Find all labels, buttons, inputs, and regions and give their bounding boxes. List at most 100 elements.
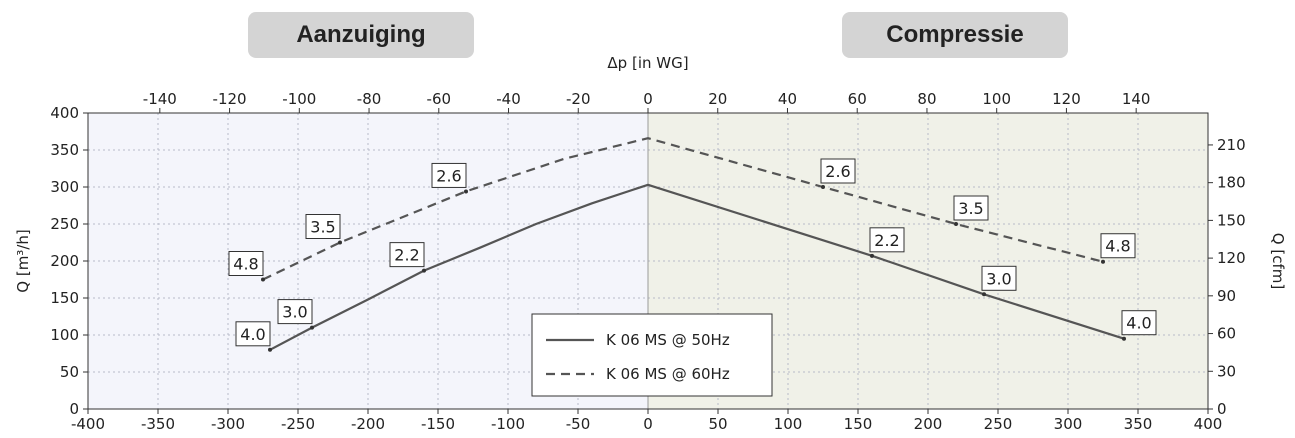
right-tick-label: 90 — [1217, 287, 1236, 305]
y2-axis-title: Q [cfm] — [1269, 233, 1287, 289]
data-point — [310, 325, 314, 330]
top-tick-label: 120 — [1052, 90, 1081, 108]
point-label-box — [235, 321, 271, 347]
x-tick-label: -300 — [211, 415, 245, 433]
point-label: 4.0 — [1126, 314, 1151, 333]
top-tick-label: -140 — [143, 90, 177, 108]
point-label-box — [305, 214, 341, 239]
point-label: 3.0 — [282, 303, 307, 322]
y-axis-title: Q [m³/h] — [14, 229, 32, 292]
x-tick-label: -150 — [421, 415, 455, 433]
y-tick-label: 400 — [50, 104, 79, 122]
point-label-box — [431, 162, 467, 188]
data-point — [954, 222, 958, 226]
top-tick-label: -120 — [213, 90, 247, 108]
point-label-box — [277, 299, 313, 325]
y-tick-label: 100 — [50, 326, 79, 344]
right-tick-label: 30 — [1217, 362, 1236, 380]
x-tick-label: 0 — [643, 415, 653, 433]
x-tick-label: 100 — [774, 415, 803, 433]
point-label: 2.6 — [825, 162, 850, 181]
data-point — [1101, 259, 1105, 264]
top-tick-label: 100 — [982, 90, 1011, 108]
top-axis-title: Δp [in WG] — [607, 54, 688, 72]
aanzuiging-header: Aanzuiging — [248, 12, 474, 58]
data-point — [338, 240, 342, 245]
point-label-box — [389, 242, 425, 268]
point-labels: 4.0 3.0 2.2 2.2 3.0 4.0 4.8 3.5 2.6 2.6 3.5 4.8 — [228, 158, 1157, 352]
y-tick-label: 250 — [50, 215, 79, 233]
point-label-box — [953, 195, 989, 221]
legend: K 06 MS @ 50Hz K 06 MS @ 60Hz — [531, 313, 773, 397]
y-tick-label: 300 — [50, 178, 79, 196]
x-tick-label: -200 — [351, 415, 385, 433]
y-tick-label: 0 — [69, 400, 79, 418]
x-tick-label: -400 — [71, 415, 105, 433]
x-tick-label: 350 — [1124, 415, 1153, 433]
point-label: 2.2 — [874, 231, 899, 250]
point-label-box — [981, 265, 1017, 291]
point-label: 3.5 — [958, 199, 983, 218]
top-tick-label: 60 — [848, 90, 867, 108]
legend-box — [531, 313, 773, 397]
point-label: 2.6 — [436, 166, 461, 185]
right-tick-label: 150 — [1217, 211, 1246, 229]
x-tick-label: -250 — [281, 415, 315, 433]
top-tick-label: 140 — [1122, 90, 1151, 108]
series-layer — [262, 137, 1125, 351]
x-tick-label: -350 — [141, 415, 175, 433]
x-tick-label: 400 — [1194, 415, 1223, 433]
data-point — [268, 347, 272, 352]
y-tick-label: 200 — [50, 252, 79, 270]
point-label: 3.5 — [310, 218, 335, 237]
point-label: 3.0 — [986, 269, 1011, 288]
right-tick-label: 0 — [1217, 400, 1227, 418]
x-tick-label: -100 — [491, 415, 525, 433]
x-tick-label: -50 — [566, 415, 591, 433]
top-tick-label: 0 — [643, 90, 653, 108]
top-tick-label: -20 — [566, 90, 591, 108]
data-point — [870, 253, 874, 258]
top-tick-label: -100 — [282, 90, 316, 108]
top-tick-label: -40 — [496, 90, 521, 108]
x-tick-label: 150 — [844, 415, 873, 433]
data-point — [982, 292, 986, 297]
point-label: 4.0 — [240, 325, 265, 344]
point-label: 4.8 — [1105, 237, 1130, 256]
x-tick-label: 250 — [984, 415, 1013, 433]
y-tick-label: 150 — [50, 289, 79, 307]
x-tick-label: 200 — [914, 415, 943, 433]
right-tick-label: 180 — [1217, 174, 1246, 192]
axes: -400 -350 -300 -250 -200 -150 -100 -50 0 50 100 150… — [50, 90, 1245, 433]
top-tick-label: 40 — [778, 90, 797, 108]
point-label-box — [869, 227, 905, 253]
right-tick-label: 210 — [1217, 136, 1246, 154]
top-tick-label: 80 — [917, 90, 936, 108]
compressie-header: Compressie — [842, 12, 1068, 58]
top-tick-label: 20 — [708, 90, 727, 108]
point-label-box — [820, 158, 856, 184]
right-tick-label: 60 — [1217, 325, 1236, 343]
point-label-box — [1121, 310, 1157, 336]
data-point — [1122, 336, 1126, 341]
y-tick-label: 50 — [60, 363, 79, 381]
data-point — [464, 189, 468, 194]
series-line-60hz — [262, 137, 1104, 281]
point-label: 2.2 — [394, 246, 419, 265]
point-label-box — [228, 251, 264, 276]
point-label: 4.8 — [233, 255, 258, 274]
top-tick-label: -80 — [357, 90, 382, 108]
data-point — [422, 268, 426, 273]
data-point — [821, 185, 825, 189]
series-line-50hz — [269, 183, 1125, 351]
y-tick-label: 350 — [50, 141, 79, 159]
right-tick-label: 120 — [1217, 249, 1246, 267]
x-tick-label: 50 — [708, 415, 727, 433]
point-label-box — [1100, 233, 1136, 259]
legend-label: K 06 MS @ 50Hz — [606, 331, 730, 349]
legend-label: K 06 MS @ 60Hz — [606, 365, 730, 383]
x-tick-label: 300 — [1054, 415, 1083, 433]
data-point — [261, 277, 265, 282]
top-tick-label: -60 — [427, 90, 452, 108]
